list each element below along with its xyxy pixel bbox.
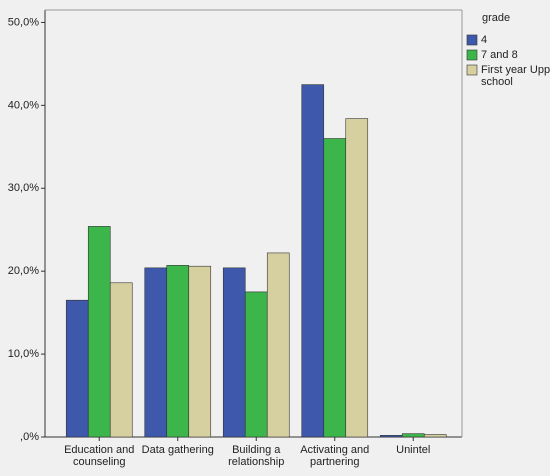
y-tick-label: 10,0% [8,348,39,360]
legend-swatch [466,49,478,61]
bar [222,267,246,438]
x-tick-label: Education and counseling [64,444,135,468]
bar [65,299,89,438]
x-tick-label: Building a relationship [228,444,285,468]
bar [188,265,212,438]
bar [266,252,290,438]
legend-label: 4 [481,34,488,46]
x-tick-label: Data gathering [141,444,214,456]
bar [323,138,347,438]
legend-label: First year Upp school [481,64,550,88]
legend-title: grade [482,12,510,24]
bar [87,226,111,438]
legend-swatch [466,34,478,46]
bar [144,267,168,438]
bar [423,434,447,438]
bar [379,435,403,438]
x-tick-label: Unintel [396,444,431,456]
y-tick-label: ,0% [20,431,39,443]
legend-swatch [466,64,478,76]
bar [166,265,190,438]
bar [244,291,268,438]
y-tick-label: 50,0% [8,16,39,28]
bar [109,282,133,438]
y-tick-label: 20,0% [8,265,39,277]
bar [401,433,425,438]
legend-label: 7 and 8 [481,49,518,61]
y-tick-label: 30,0% [8,182,39,194]
y-tick-label: 40,0% [8,99,39,111]
x-tick-label: Activating and partnering [300,444,370,468]
bar [301,84,325,438]
bar [345,118,369,438]
